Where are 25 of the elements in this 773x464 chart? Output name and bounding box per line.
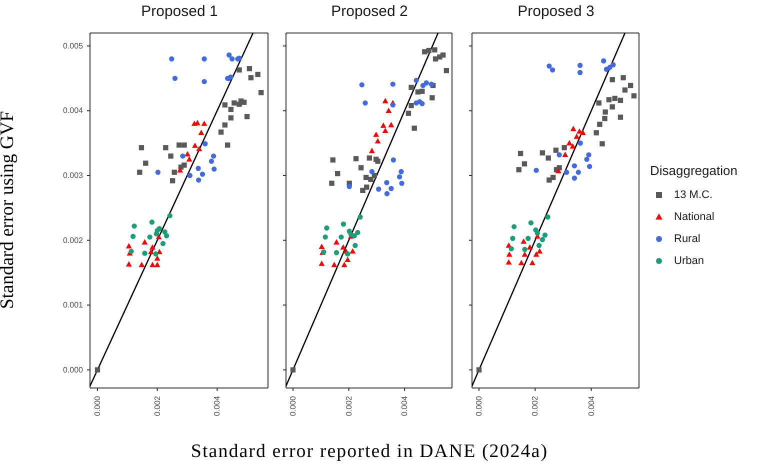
legend-label: National (674, 211, 714, 223)
chart-title: Proposed 3 (516, 3, 596, 20)
x-tick-label: 0.002 (152, 395, 162, 416)
legend-title: Disaggregation (650, 163, 738, 178)
y-tick-label: 0.003 (62, 171, 84, 180)
chart-title: Proposed 2 (330, 3, 409, 20)
legend-label: Urban (674, 255, 704, 267)
x-tick-label: 0.004 (586, 395, 596, 416)
x-tick-label: 0.002 (344, 395, 354, 416)
legend-label: 13 M.C. (674, 189, 713, 201)
y-tick-label: 0.005 (62, 41, 84, 50)
y-tick-label: 0.000 (62, 365, 84, 374)
legend-label: Rural (674, 233, 700, 245)
x-tick-label: 0.000 (288, 395, 298, 416)
y-tick-label: 0.001 (62, 300, 84, 310)
y-tick-label: 0.004 (62, 106, 84, 116)
x-tick-label: 0.002 (530, 395, 540, 416)
x-axis-title: Standard error reported in DANE (2024a) (190, 441, 548, 463)
x-tick-label: 0.000 (474, 395, 484, 416)
y-axis-title: Standard error using GVF (0, 111, 19, 309)
x-tick-label: 0.000 (92, 395, 102, 416)
x-tick-label: 0.004 (212, 395, 222, 416)
x-tick-label: 0.004 (400, 395, 410, 416)
chart-title: Proposed 1 (140, 3, 219, 20)
y-tick-label: 0.002 (62, 236, 84, 245)
